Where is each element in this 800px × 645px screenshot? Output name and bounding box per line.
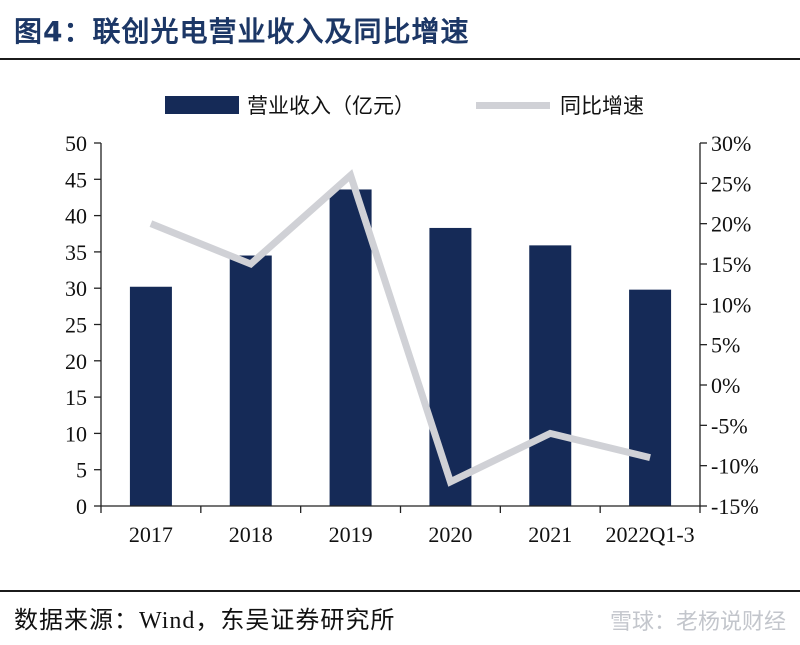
left-tick-label-20: 20 xyxy=(65,349,87,374)
bar-2017 xyxy=(129,286,172,506)
footer-rule xyxy=(0,590,800,592)
legend-swatch-line xyxy=(476,101,550,109)
right-tick-label--10%: -10% xyxy=(711,454,759,479)
x-tick-label-2021: 2021 xyxy=(528,522,572,547)
header-rule xyxy=(0,58,800,60)
right-axis-ticks: -15% -10% -5% 0% 5% 10% 15% 20% 25% 30% xyxy=(700,131,759,519)
watermark: 雪球：老杨说财经 xyxy=(609,610,786,635)
bar-2022Q1-3 xyxy=(629,289,672,506)
left-tick-label-40: 40 xyxy=(65,204,87,229)
left-tick-label-45: 45 xyxy=(65,167,87,192)
right-tick-label-0%: 0% xyxy=(711,373,740,398)
legend-label-revenue: 营业收入（亿元） xyxy=(247,94,415,118)
right-tick-label-15%: 15% xyxy=(711,252,751,277)
bar-2018 xyxy=(229,255,272,506)
growth-line xyxy=(149,169,651,487)
legend-item-revenue: 营业收入（亿元） xyxy=(165,88,415,122)
source-text: Wind，东吴证券研究所 xyxy=(139,608,396,634)
left-tick-label-5: 5 xyxy=(76,458,87,483)
x-tick-label-2019: 2019 xyxy=(329,522,373,547)
right-tick-label-25%: 25% xyxy=(711,171,751,196)
line-series xyxy=(149,169,651,487)
x-tick-label-2022Q1-3: 2022Q1-3 xyxy=(605,522,694,547)
x-tick-label-2020: 2020 xyxy=(428,522,472,547)
right-tick-label-10%: 10% xyxy=(711,292,751,317)
left-tick-label-50: 50 xyxy=(65,131,87,156)
left-tick-label-35: 35 xyxy=(65,240,87,265)
left-tick-label-30: 30 xyxy=(65,276,87,301)
left-tick-label-15: 15 xyxy=(65,385,87,410)
source-prefix: 数据来源： xyxy=(14,606,139,634)
left-axis-ticks: 0 5 10 15 20 25 30 35 40 45 50 xyxy=(65,131,101,519)
bar-series xyxy=(129,189,672,507)
right-tick-label-20%: 20% xyxy=(711,212,751,237)
legend-item-growth: 同比增速 xyxy=(476,88,644,122)
bar-2020 xyxy=(429,227,472,506)
left-tick-label-0: 0 xyxy=(76,494,87,519)
chart-title: 图4：联创光电营业收入及同比增速 xyxy=(14,15,470,48)
right-tick-label-30%: 30% xyxy=(711,131,751,156)
legend-swatch-bar xyxy=(165,96,239,114)
right-tick-label--5%: -5% xyxy=(711,413,748,438)
left-tick-label-10: 10 xyxy=(65,421,87,446)
right-tick-label-5%: 5% xyxy=(711,333,740,358)
left-tick-label-25: 25 xyxy=(65,313,87,338)
right-tick-label--15%: -15% xyxy=(711,494,759,519)
legend-label-growth: 同比增速 xyxy=(560,94,644,118)
bar-2021 xyxy=(529,245,572,506)
x-axis-ticks: 2017 2018 2019 2020 2021 2022Q1-3 xyxy=(100,506,701,547)
chart-plot: 0 5 10 15 20 25 30 35 40 45 50 -15% -10% -5% 0% 5% 10% 1… xyxy=(65,131,759,547)
legend: 营业收入（亿元） 同比增速 xyxy=(0,88,800,122)
x-tick-label-2017: 2017 xyxy=(129,522,173,547)
bar-2019 xyxy=(329,189,372,507)
x-tick-label-2018: 2018 xyxy=(229,522,273,547)
source-note: 数据来源：Wind，东吴证券研究所 xyxy=(14,600,395,635)
